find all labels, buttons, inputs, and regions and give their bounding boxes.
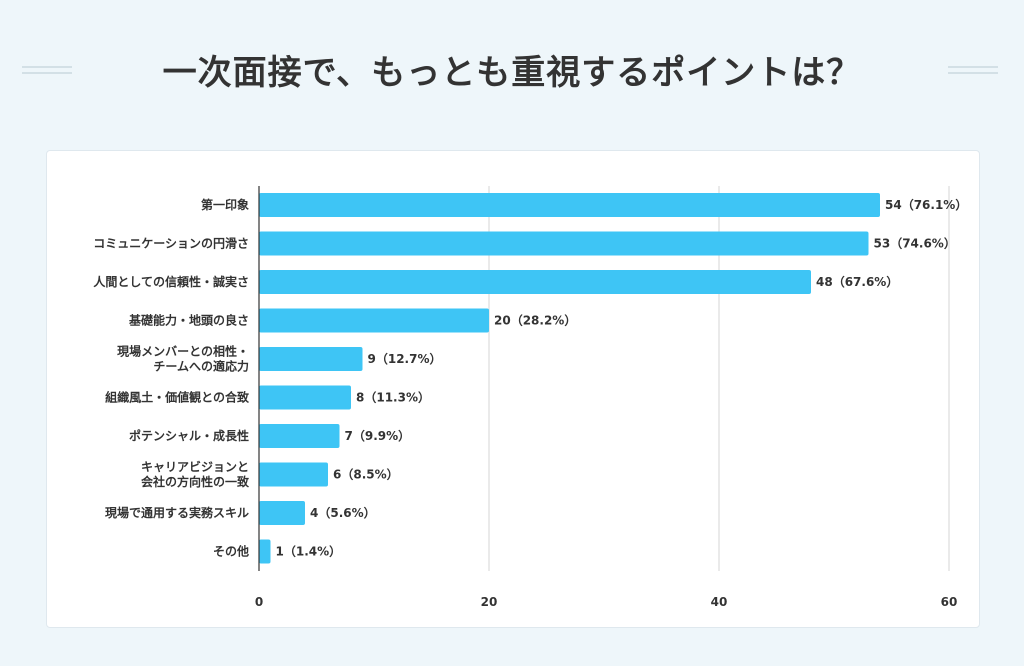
x-tick-label: 20: [481, 595, 498, 609]
bar: [259, 462, 328, 487]
data-label: 53（74.6%）: [874, 236, 956, 251]
data-label: 4（5.6%）: [310, 505, 376, 520]
title-decoration-left: [22, 66, 72, 76]
data-label: 20（28.2%）: [494, 313, 576, 328]
category-label: チームへの適応力: [153, 359, 249, 374]
bar: [259, 424, 340, 448]
bar: [259, 347, 363, 371]
category-label: 現場で通用する実務スキル: [105, 505, 249, 520]
bar: [259, 270, 811, 294]
bar: [259, 308, 489, 333]
title-area: 一次面接で、もっとも重視するポイントは？: [0, 38, 1024, 108]
data-label: 54（76.1%）: [885, 197, 967, 212]
x-tick-label: 60: [941, 595, 958, 609]
data-label: 8（11.3%）: [356, 390, 430, 405]
title-decoration-right: [948, 66, 998, 76]
data-label: 48（67.6%）: [816, 274, 898, 289]
bar-chart: 54（76.1%） 第一印象 53（74.6%） コミュニケーションの円滑さ 48（67…: [93, 186, 967, 609]
data-label: 9（12.7%）: [368, 351, 442, 366]
chart-title: 一次面接で、もっとも重視するポイントは？: [162, 53, 862, 93]
category-label: 人間としての信頼性・誠実さ: [93, 274, 249, 289]
x-tick-label: 40: [711, 595, 728, 609]
category-label: 組織風土・価値観との合致: [105, 390, 250, 405]
bar: [259, 385, 351, 410]
bar: [259, 501, 305, 525]
bar: [259, 539, 271, 564]
bar: [259, 231, 869, 256]
chart-card: 54（76.1%） 第一印象 53（74.6%） コミュニケーションの円滑さ 48（67…: [46, 150, 980, 628]
category-label: ポテンシャル・成長性: [129, 428, 249, 443]
category-label: キャリアビジョンと: [141, 459, 249, 474]
data-label: 6（8.5%）: [333, 467, 399, 482]
category-label: その他: [213, 544, 249, 559]
x-tick-label: 0: [255, 595, 263, 609]
data-label: 7（9.9%）: [345, 428, 411, 443]
category-label: 基礎能力・地頭の良さ: [128, 313, 249, 328]
data-label: 1（1.4%）: [276, 544, 342, 559]
category-label: コミュニケーションの円滑さ: [93, 236, 249, 251]
bar: [259, 193, 880, 217]
category-label: 現場メンバーとの相性・: [117, 344, 249, 359]
category-label: 第一印象: [201, 197, 249, 212]
category-label: 会社の方向性の一致: [141, 474, 250, 489]
